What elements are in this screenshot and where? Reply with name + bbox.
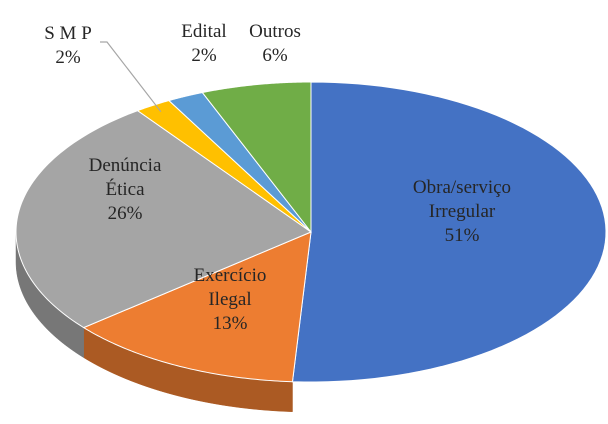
category-label: Denúncia Ética — [88, 155, 162, 200]
category-label: Edital — [181, 21, 227, 42]
value-label: 51% — [444, 225, 480, 246]
category-label: S M P — [44, 23, 92, 44]
slice — [136, 99, 312, 233]
value-label: 6% — [262, 45, 288, 66]
slice-label: Edital 2% — [169, 20, 239, 68]
category-label: Exercício Ilegal — [193, 265, 267, 310]
value-label: 2% — [191, 45, 217, 66]
value-label: 26% — [107, 203, 143, 224]
value-label: 2% — [55, 47, 81, 68]
slice — [167, 91, 312, 233]
slice-label: Outros 6% — [240, 20, 310, 68]
slice-label: Obra/serviço Irregular 51% — [395, 176, 530, 248]
slice-label: S M P 2% — [28, 22, 108, 70]
category-label: Outros — [249, 21, 301, 42]
value-label: 13% — [212, 313, 248, 334]
slice — [291, 81, 607, 383]
slice-label: Exercício Ilegal 13% — [180, 264, 280, 336]
category-label: Obra/serviço Irregular — [412, 177, 512, 222]
slice — [82, 231, 312, 383]
slice — [201, 81, 312, 234]
slice-label: Denúncia Ética 26% — [78, 154, 173, 226]
leader-line — [100, 41, 162, 113]
slice — [15, 110, 313, 329]
